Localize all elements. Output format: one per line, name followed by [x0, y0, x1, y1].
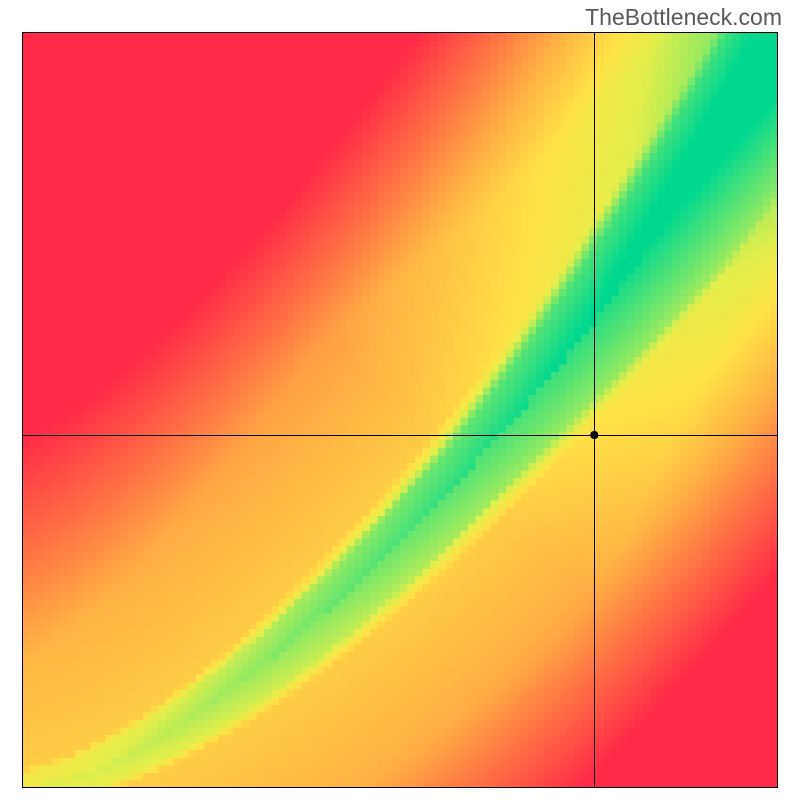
chart-container: TheBottleneck.com: [0, 0, 800, 800]
watermark-text: TheBottleneck.com: [585, 4, 782, 31]
crosshair-overlay: [0, 0, 800, 800]
